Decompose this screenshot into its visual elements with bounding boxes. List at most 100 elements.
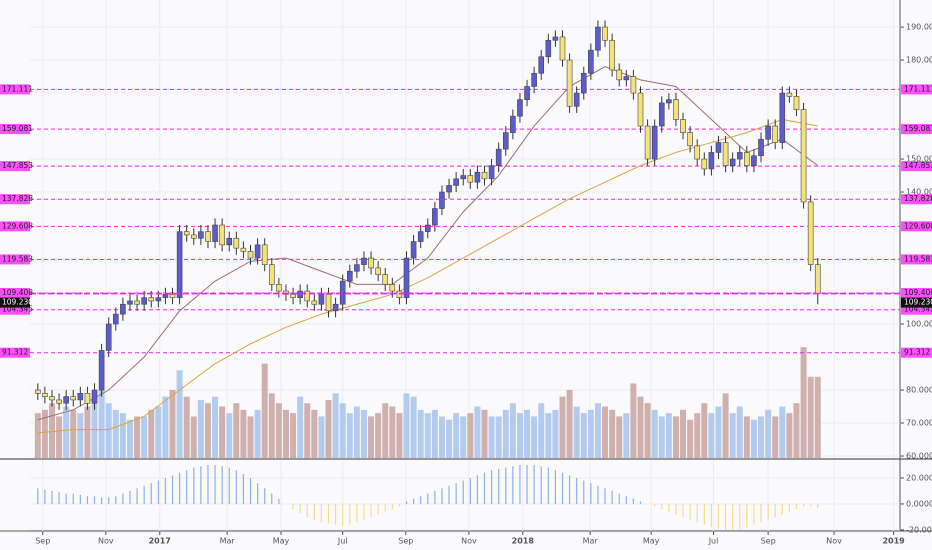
candle-body xyxy=(609,39,615,71)
candle-body xyxy=(779,92,786,143)
volume-bar xyxy=(176,370,183,458)
candle-body xyxy=(205,231,211,242)
candle-body xyxy=(623,76,630,81)
candle-body xyxy=(651,125,658,160)
y-tick-label: 190.000 xyxy=(906,23,932,32)
volume-bar xyxy=(602,406,609,458)
candle-body xyxy=(439,191,445,209)
candle-body xyxy=(595,26,601,51)
candle-body xyxy=(751,155,757,166)
level-label-box xyxy=(0,304,30,315)
x-tick-label: May xyxy=(273,537,290,546)
candle-body xyxy=(680,119,686,133)
volume-bar xyxy=(403,393,410,458)
volume-bar xyxy=(41,409,48,458)
volume-bar xyxy=(495,416,502,458)
level-label: 147.853 xyxy=(2,161,33,170)
volume-bar xyxy=(34,413,41,458)
candle-body xyxy=(339,280,346,305)
volume-bar xyxy=(70,409,77,458)
volume-bar xyxy=(708,413,715,458)
y2-tick-label: 20.000 xyxy=(906,473,932,482)
level-label: 104.345 xyxy=(2,305,33,314)
volume-bar xyxy=(155,406,162,458)
level-label-box xyxy=(0,254,30,265)
x-tick-label: Jul xyxy=(337,537,348,546)
candle-body xyxy=(410,241,417,259)
candle-body xyxy=(127,300,133,305)
candle-body xyxy=(453,178,459,186)
x-tick-label: Nov xyxy=(826,537,842,546)
volume-bar xyxy=(616,416,623,458)
y-tick-label: 70.000 xyxy=(906,419,932,428)
volume-bar xyxy=(332,393,339,458)
volume-bar xyxy=(460,416,467,458)
x-tick-label: Sep xyxy=(35,537,50,546)
volume-bar xyxy=(261,363,268,458)
level-label-box xyxy=(901,221,932,232)
candle-body xyxy=(198,231,204,239)
level-label-box xyxy=(901,347,932,358)
volume-bar xyxy=(396,413,403,458)
level-label-box xyxy=(901,304,932,315)
volume-bar xyxy=(162,396,169,458)
level-label: 129.608 xyxy=(904,221,932,230)
candle-body xyxy=(538,56,545,74)
level-label-box xyxy=(901,194,932,205)
candle-body xyxy=(446,185,452,193)
x-tick-label: Sep xyxy=(398,537,413,546)
volume-bar xyxy=(453,413,460,458)
x-tick-label: Sep xyxy=(761,537,776,546)
volume-bar xyxy=(148,409,155,458)
volume-bar xyxy=(566,390,573,458)
volume-bar xyxy=(98,390,105,458)
candle-body xyxy=(417,231,424,242)
volume-bar xyxy=(77,413,84,458)
candle-body xyxy=(105,323,112,351)
volume-bar xyxy=(360,409,367,458)
candle-body xyxy=(559,36,566,61)
candle-body xyxy=(318,294,325,305)
candle-body xyxy=(637,92,644,127)
volume-bar xyxy=(226,413,233,458)
candle-body xyxy=(545,39,552,58)
level-label: 171.111 xyxy=(2,84,33,93)
volume-bar xyxy=(126,419,133,458)
candle-body xyxy=(722,142,729,166)
volume-bar xyxy=(304,403,311,458)
level-label-box xyxy=(901,161,932,172)
candle-body xyxy=(758,138,764,157)
volume-bar xyxy=(665,413,672,458)
candle-body xyxy=(247,251,254,259)
candle-body xyxy=(531,72,537,87)
volume-bar xyxy=(694,413,701,458)
x-tick-label: 2019 xyxy=(882,537,905,546)
y-tick-label: 140.000 xyxy=(906,188,932,197)
level-label-box xyxy=(0,194,30,205)
x-tick-label: May xyxy=(643,537,660,546)
candle-body xyxy=(744,152,750,166)
candle-body xyxy=(800,109,807,203)
candle-body xyxy=(325,294,332,312)
candle-body xyxy=(616,69,623,81)
volume-bar xyxy=(552,409,559,458)
candle-body xyxy=(169,294,176,298)
x-tick-label: 2017 xyxy=(149,537,171,546)
candle-body xyxy=(481,171,488,180)
volume-bar xyxy=(538,403,545,458)
volume-bar xyxy=(105,403,112,458)
volume-bar xyxy=(630,383,637,458)
level-label-box xyxy=(0,161,30,172)
volume-bar xyxy=(63,406,70,458)
candle-body xyxy=(566,59,573,107)
y-tick-label: 60.000 xyxy=(906,452,932,461)
candle-body xyxy=(183,231,190,236)
level-label: 129.608 xyxy=(2,221,33,230)
candle-body xyxy=(687,132,693,147)
y-tick-label: 100.000 xyxy=(906,320,932,329)
level-label-box xyxy=(0,124,30,135)
candle-body xyxy=(240,247,247,252)
volume-bar xyxy=(573,406,580,458)
volume-bar xyxy=(750,419,757,458)
candle-body xyxy=(630,76,637,94)
